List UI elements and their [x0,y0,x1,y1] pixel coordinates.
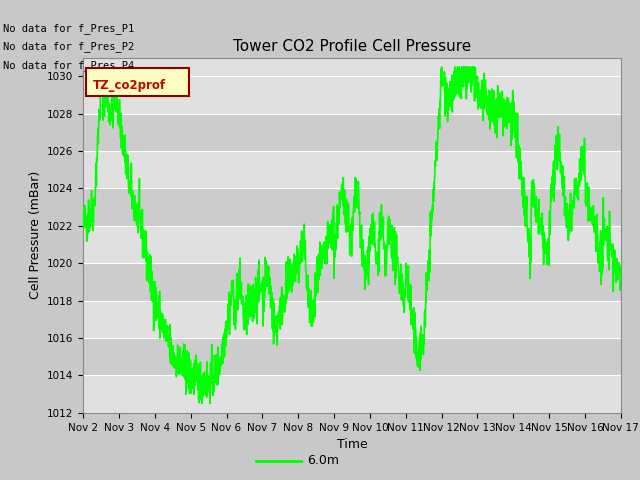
Text: No data for f_Pres_P4: No data for f_Pres_P4 [3,60,134,71]
Title: Tower CO2 Profile Cell Pressure: Tower CO2 Profile Cell Pressure [233,39,471,54]
Text: No data for f_Pres_P1: No data for f_Pres_P1 [3,23,134,34]
Y-axis label: Cell Pressure (mBar): Cell Pressure (mBar) [29,171,42,300]
X-axis label: Time: Time [337,438,367,451]
Bar [83,338,621,375]
Text: TZ_co2prof: TZ_co2prof [93,79,166,92]
Bar [83,263,621,300]
Text: No data for f_Pres_P2: No data for f_Pres_P2 [3,41,134,52]
Bar [83,189,621,226]
Bar [83,114,621,151]
Text: 6.0m: 6.0m [307,454,339,467]
